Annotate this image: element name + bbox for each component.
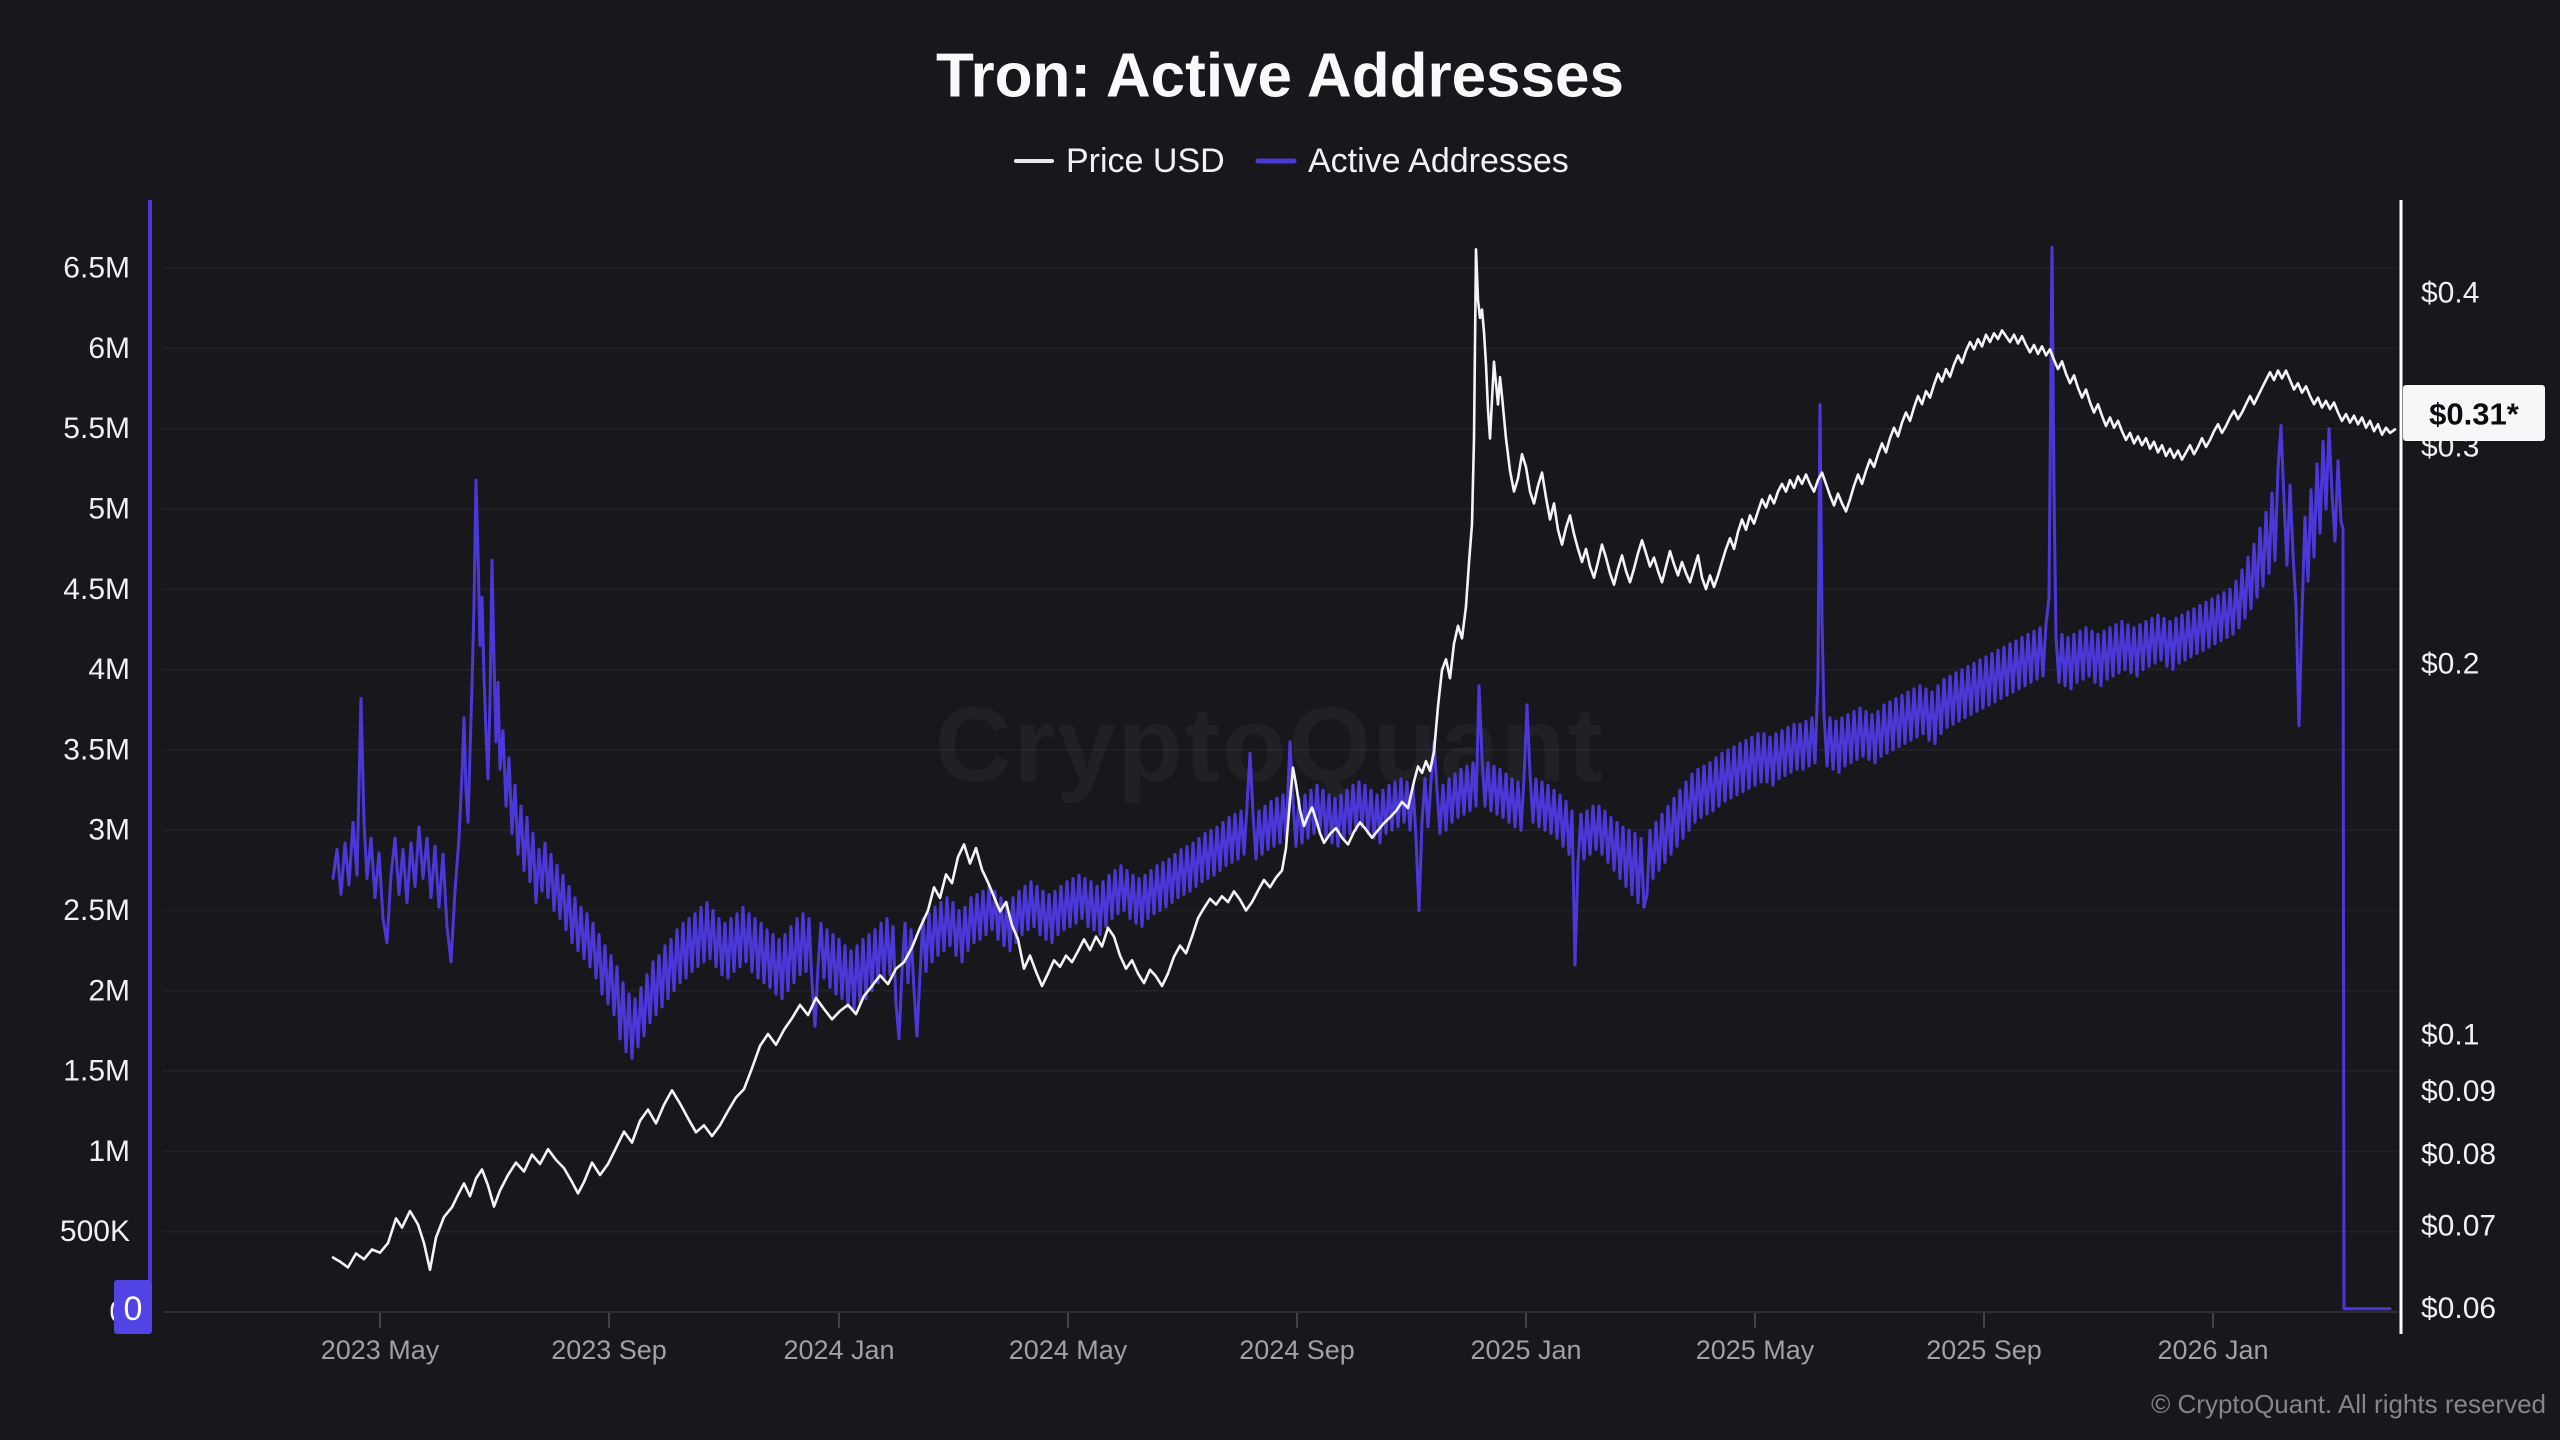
- current-price-badge-label: $0.31*: [2429, 397, 2520, 432]
- x-tick-label: 2023 May: [321, 1335, 440, 1365]
- y-right-tick-label: $0.1: [2421, 1019, 2479, 1052]
- copyright-text: © CryptoQuant. All rights reserved: [2151, 1389, 2546, 1419]
- y-left-tick-label: 5.5M: [63, 412, 130, 445]
- x-tick-label: 2024 Jan: [783, 1335, 894, 1365]
- x-tick-label: 2025 Jan: [1470, 1335, 1581, 1365]
- y-left-tick-label: 6.5M: [63, 252, 130, 285]
- y-left-tick-label: 4.5M: [63, 573, 130, 606]
- y-right-tick-label: $0.09: [2421, 1075, 2496, 1108]
- y-left-tick-label: 2.5M: [63, 894, 130, 927]
- y-right-tick-label: $0.4: [2421, 277, 2479, 310]
- page-title: Tron: Active Addresses: [936, 42, 1624, 111]
- y-left-tick-label: 3M: [88, 814, 130, 847]
- x-tick-label: 2025 May: [1696, 1335, 1815, 1365]
- zero-value-badge-label: 0: [124, 1290, 143, 1328]
- legend-item-price[interactable]: Price USD: [1014, 142, 1225, 180]
- x-tick-label: 2025 Sep: [1926, 1335, 2042, 1365]
- y-left-tick-label: 4M: [88, 653, 130, 686]
- legend-label-price: Price USD: [1066, 142, 1225, 180]
- x-tick-label: 2024 Sep: [1239, 1335, 1355, 1365]
- price-series-line[interactable]: [331, 248, 2397, 1272]
- y-left-tick-label: 500K: [60, 1215, 130, 1248]
- y-left-tick-label: 2M: [88, 974, 130, 1007]
- x-tick-label: 2024 May: [1009, 1335, 1128, 1365]
- y-left-tick-label: 1.5M: [63, 1055, 130, 1088]
- active-addresses-series-line[interactable]: [331, 245, 2392, 1311]
- y-left-tick-label: 6M: [88, 332, 130, 365]
- y-right-tick-label: $0.08: [2421, 1138, 2496, 1171]
- y-right-tick-label: $0.06: [2421, 1292, 2496, 1325]
- current-price-badge: $0.31*: [2403, 385, 2545, 441]
- y-left-tick-label: 5M: [88, 493, 130, 526]
- y-right-tick-label: $0.2: [2421, 648, 2479, 681]
- chart-legend: Price USD Active Addresses: [1014, 142, 1569, 180]
- y-left-tick-label: 3.5M: [63, 733, 130, 766]
- y-right-tick-label: $0.07: [2421, 1210, 2496, 1243]
- legend-label-active-addresses: Active Addresses: [1308, 142, 1569, 180]
- y-left-tick-label: 1M: [88, 1135, 130, 1168]
- y-axis-left-labels: 0500K1M1.5M2M2.5M3M3.5M4M4.5M5M5.5M6M6.5…: [60, 252, 130, 1329]
- x-tick-label: 2023 Sep: [551, 1335, 667, 1365]
- zero-value-badge: 0: [114, 1280, 152, 1334]
- legend-item-active-addresses[interactable]: Active Addresses: [1255, 142, 1569, 180]
- x-tick-label: 2026 Jan: [2157, 1335, 2268, 1365]
- y-axis-right-labels: $0.4$0.3$0.2$0.1$0.09$0.08$0.07$0.06: [2421, 277, 2496, 1326]
- x-axis-labels: 2023 May 2023 Sep 2024 Jan 2024 May 2024 Sep…: [321, 1313, 2269, 1365]
